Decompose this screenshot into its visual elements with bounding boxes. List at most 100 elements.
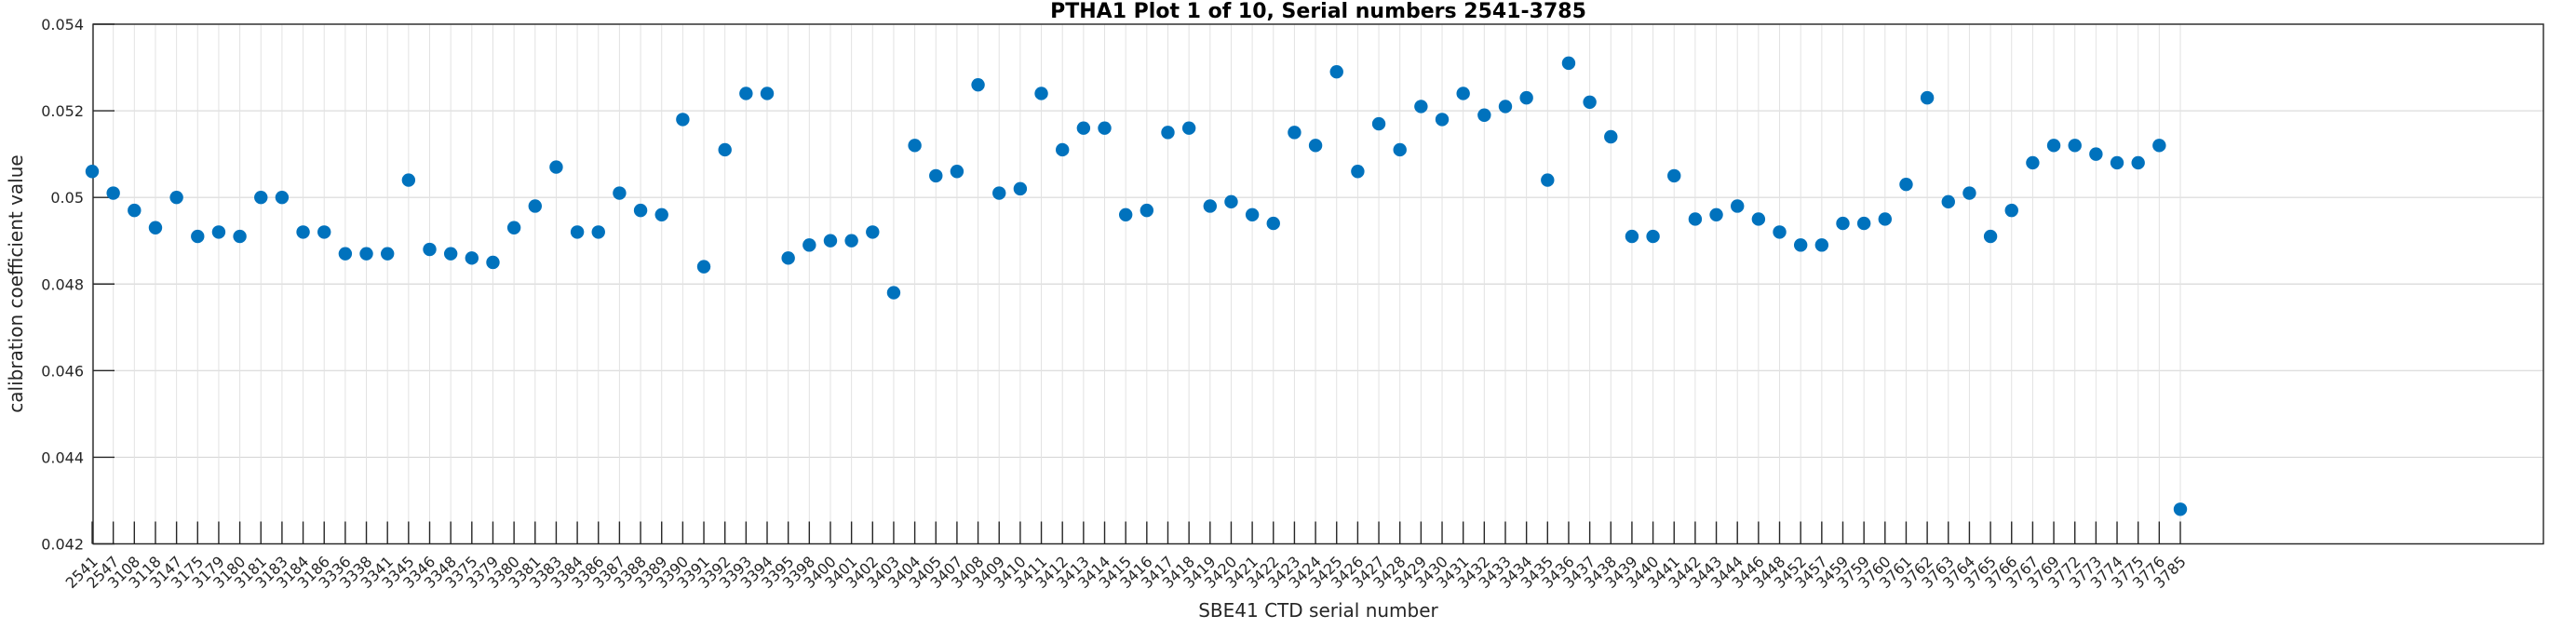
data-point bbox=[1773, 225, 1787, 239]
data-point bbox=[1793, 238, 1808, 252]
data-point bbox=[465, 251, 479, 265]
data-point bbox=[1688, 212, 1703, 226]
y-tick-label: 0.046 bbox=[41, 362, 84, 380]
data-point bbox=[1288, 126, 1301, 140]
data-point bbox=[1098, 121, 1112, 135]
data-point bbox=[191, 229, 205, 244]
data-point bbox=[148, 221, 163, 234]
data-point bbox=[1414, 100, 1428, 114]
data-point bbox=[696, 260, 711, 274]
data-point bbox=[1899, 178, 1913, 192]
data-point bbox=[866, 225, 880, 239]
data-point bbox=[591, 225, 605, 239]
vertical-gridlines bbox=[91, 24, 2181, 544]
data-point bbox=[1856, 216, 1871, 231]
data-point bbox=[1034, 87, 1048, 100]
data-point bbox=[528, 199, 542, 213]
data-point bbox=[929, 168, 943, 183]
data-point bbox=[317, 225, 331, 239]
data-point bbox=[106, 186, 120, 200]
y-tick-label: 0.042 bbox=[41, 536, 84, 554]
data-point bbox=[1541, 173, 1555, 187]
data-point bbox=[654, 207, 668, 221]
data-point bbox=[338, 247, 353, 261]
data-point bbox=[1625, 229, 1639, 244]
data-point bbox=[275, 190, 290, 205]
data-point bbox=[1013, 181, 1028, 196]
y-tick-label: 0.05 bbox=[50, 189, 84, 207]
data-point bbox=[1140, 203, 1154, 218]
data-point bbox=[85, 165, 100, 179]
data-point bbox=[739, 87, 753, 100]
y-tick-label: 0.054 bbox=[41, 16, 84, 33]
data-point bbox=[1351, 165, 1365, 179]
data-point bbox=[2026, 155, 2040, 170]
data-point bbox=[486, 255, 500, 270]
data-point bbox=[1583, 95, 1597, 109]
data-point bbox=[1056, 142, 1070, 157]
data-point bbox=[1962, 186, 1976, 200]
data-point bbox=[211, 225, 226, 239]
data-point bbox=[613, 186, 627, 200]
y-tick-label: 0.048 bbox=[41, 275, 84, 293]
data-point bbox=[1371, 116, 1386, 131]
data-point bbox=[718, 142, 732, 157]
data-points bbox=[85, 56, 2188, 516]
data-point bbox=[1836, 216, 1850, 231]
data-point bbox=[1709, 207, 1723, 221]
data-point bbox=[2152, 139, 2166, 153]
y-tick-label: 0.052 bbox=[41, 102, 84, 120]
data-point bbox=[296, 225, 310, 239]
data-point bbox=[1604, 129, 1618, 144]
data-point bbox=[1983, 229, 1998, 244]
data-point bbox=[2131, 155, 2145, 170]
data-point bbox=[1245, 207, 1260, 221]
data-point bbox=[2046, 139, 2061, 153]
data-point bbox=[1435, 113, 1450, 127]
x-tick-labels: 2541254731083118314731753179318031813183… bbox=[62, 553, 2190, 592]
data-point bbox=[1456, 87, 1470, 100]
data-point bbox=[1118, 207, 1133, 221]
data-point bbox=[823, 234, 838, 248]
data-point bbox=[1751, 212, 1766, 226]
data-point bbox=[1519, 90, 1533, 105]
data-point bbox=[233, 229, 247, 244]
data-point bbox=[1814, 238, 1829, 252]
data-point bbox=[1878, 212, 1893, 226]
data-point bbox=[1181, 121, 1196, 135]
data-point bbox=[802, 238, 816, 252]
data-point bbox=[2068, 139, 2082, 153]
data-point bbox=[401, 173, 416, 187]
data-point bbox=[1477, 108, 1491, 122]
data-point bbox=[1941, 194, 1955, 209]
x-axis-label: SBE41 CTD serial number bbox=[1198, 599, 1438, 622]
data-point bbox=[1308, 139, 1323, 153]
data-point bbox=[1561, 56, 1576, 71]
data-point bbox=[506, 221, 521, 234]
data-point bbox=[1667, 168, 1681, 183]
data-point bbox=[844, 234, 858, 248]
data-point bbox=[1393, 142, 1407, 157]
data-point bbox=[380, 247, 395, 261]
data-point bbox=[781, 251, 795, 265]
data-point bbox=[1203, 199, 1217, 213]
data-point bbox=[570, 225, 585, 239]
data-point bbox=[676, 113, 690, 127]
data-point bbox=[760, 87, 775, 100]
data-point bbox=[1646, 229, 1660, 244]
data-point bbox=[1920, 90, 1935, 105]
data-point bbox=[359, 247, 373, 261]
data-point bbox=[169, 190, 183, 205]
data-point bbox=[633, 203, 648, 218]
data-point bbox=[2089, 147, 2103, 161]
data-point bbox=[1731, 199, 1745, 213]
data-point bbox=[1266, 216, 1280, 231]
data-point bbox=[423, 242, 437, 257]
y-tick-labels: 0.042 0.044 0.046 0.048 0.05 0.052 0.054 bbox=[41, 16, 84, 554]
data-point bbox=[1161, 126, 1175, 140]
data-point bbox=[908, 139, 922, 153]
tick-marks bbox=[91, 23, 2181, 545]
data-point bbox=[992, 186, 1006, 200]
data-point bbox=[971, 77, 985, 92]
